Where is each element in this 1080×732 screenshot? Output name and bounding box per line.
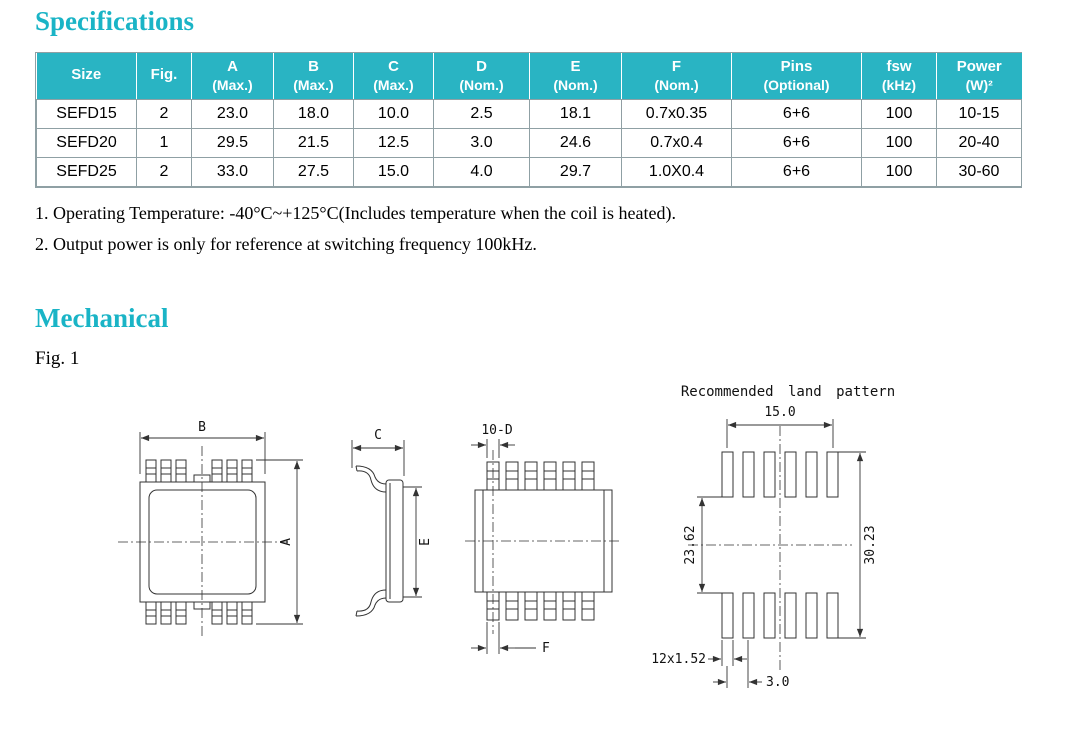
col-header-d: D (Nom.) (433, 53, 530, 100)
col-header-f: F (Nom.) (621, 53, 732, 100)
top-view-drawing: B A (118, 420, 303, 638)
table-row: SEFD25 2 33.0 27.5 15.0 4.0 29.7 1.0X0.4… (36, 156, 1022, 187)
cell-c: 15.0 (353, 156, 434, 187)
dim-label-b: B (198, 420, 206, 435)
dim-label-3023: 30.23 (863, 525, 878, 564)
table-row: SEFD15 2 23.0 18.0 10.0 2.5 18.1 0.7x0.3… (36, 98, 1022, 129)
cell-size: SEFD25 (36, 156, 137, 187)
cell-f: 0.7x0.4 (621, 127, 732, 158)
cell-e: 24.6 (529, 127, 622, 158)
cell-power: 20-40 (936, 127, 1022, 158)
cell-a: 29.5 (191, 127, 274, 158)
dim-label-30: 3.0 (766, 675, 789, 690)
dim-label-a: A (279, 538, 294, 546)
cell-e: 18.1 (529, 98, 622, 129)
dim-label-c: C (374, 428, 382, 443)
mechanical-heading: Mechanical (35, 303, 169, 333)
col-header-e: E (Nom.) (529, 53, 622, 100)
col-header-pins: Pins (Optional) (731, 53, 862, 100)
cell-power: 10-15 (936, 98, 1022, 129)
col-header-b: B (Max.) (273, 53, 354, 100)
cell-c: 12.5 (353, 127, 434, 158)
dim-label-10d: 10-D (481, 423, 512, 438)
dim-label-2362: 23.62 (683, 525, 698, 564)
front-view-drawing: 10-D F (465, 423, 622, 656)
col-header-c: C (Max.) (353, 53, 434, 100)
land-pattern-title: Recommended land pattern (681, 384, 895, 400)
cell-fig: 1 (136, 127, 192, 158)
cell-f: 1.0X0.4 (621, 156, 732, 187)
cell-size: SEFD20 (36, 127, 137, 158)
dim-label-12x152: 12x1.52 (651, 652, 706, 667)
cell-f: 0.7x0.35 (621, 98, 732, 129)
cell-a: 23.0 (191, 98, 274, 129)
mechanical-drawing: B A C (118, 384, 895, 690)
cell-b: 21.5 (273, 127, 354, 158)
cell-fig: 2 (136, 156, 192, 187)
cell-pins: 6+6 (731, 127, 862, 158)
cell-b: 27.5 (273, 156, 354, 187)
side-view-drawing: C E (351, 428, 433, 617)
note-operating-temperature: 1. Operating Temperature: -40°C~+125°C(I… (35, 203, 676, 223)
figure-label: Fig. 1 (35, 348, 80, 369)
dim-label-f: F (542, 641, 550, 656)
cell-pins: 6+6 (731, 98, 862, 129)
dim-label-e: E (418, 538, 433, 546)
cell-c: 10.0 (353, 98, 434, 129)
cell-size: SEFD15 (36, 98, 137, 129)
col-header-fig: Fig. (136, 53, 192, 100)
col-header-size: Size (36, 53, 137, 100)
col-header-power: Power (W)² (936, 53, 1022, 100)
cell-a: 33.0 (191, 156, 274, 187)
header-row: Size Fig. A (Max.) B (Max.) C (Max.) D (Nom.… (36, 53, 1022, 100)
specifications-table: Size Fig. A (Max.) B (Max.) C (Max.) D (Nom.… (36, 53, 1022, 187)
cell-d: 4.0 (433, 156, 530, 187)
cell-e: 29.7 (529, 156, 622, 187)
cell-fig: 2 (136, 98, 192, 129)
land-pattern-drawing: Recommended land pattern 15.0 23.62 30.2… (651, 384, 895, 690)
specifications-heading: Specifications (35, 6, 194, 36)
dim-label-15: 15.0 (764, 405, 795, 420)
specifications-table-wrap: Size Fig. A (Max.) B (Max.) C (Max.) D (Nom.… (35, 52, 1022, 188)
cell-b: 18.0 (273, 98, 354, 129)
cell-fsw: 100 (861, 156, 937, 187)
cell-d: 3.0 (433, 127, 530, 158)
cell-fsw: 100 (861, 127, 937, 158)
col-header-a: A (Max.) (191, 53, 274, 100)
table-row: SEFD20 1 29.5 21.5 12.5 3.0 24.6 0.7x0.4… (36, 127, 1022, 158)
cell-fsw: 100 (861, 98, 937, 129)
note-output-power: 2. Output power is only for reference at… (35, 234, 537, 254)
col-header-fsw: fsw (kHz) (861, 53, 937, 100)
cell-pins: 6+6 (731, 156, 862, 187)
cell-power: 30-60 (936, 156, 1022, 187)
cell-d: 2.5 (433, 98, 530, 129)
